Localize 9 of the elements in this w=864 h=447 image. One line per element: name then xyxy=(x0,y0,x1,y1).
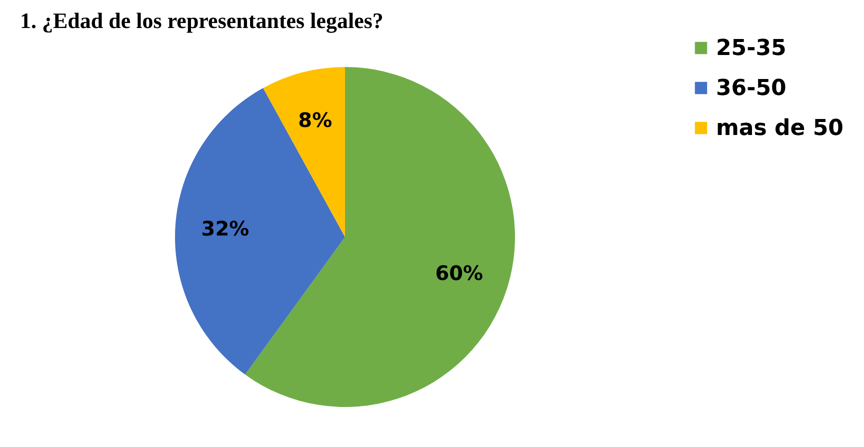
legend-label: 25-35 xyxy=(716,36,786,61)
pie-slice xyxy=(263,67,345,237)
legend-label: 36-50 xyxy=(716,76,786,101)
data-label: 60% xyxy=(435,261,484,286)
pie-slice xyxy=(175,88,345,375)
data-label: 32% xyxy=(201,216,250,240)
legend-label: mas de 50 xyxy=(716,116,844,141)
chart-title: 1. ¿Edad de los representantes legales? xyxy=(20,8,384,33)
data-label: 8% xyxy=(298,108,332,132)
